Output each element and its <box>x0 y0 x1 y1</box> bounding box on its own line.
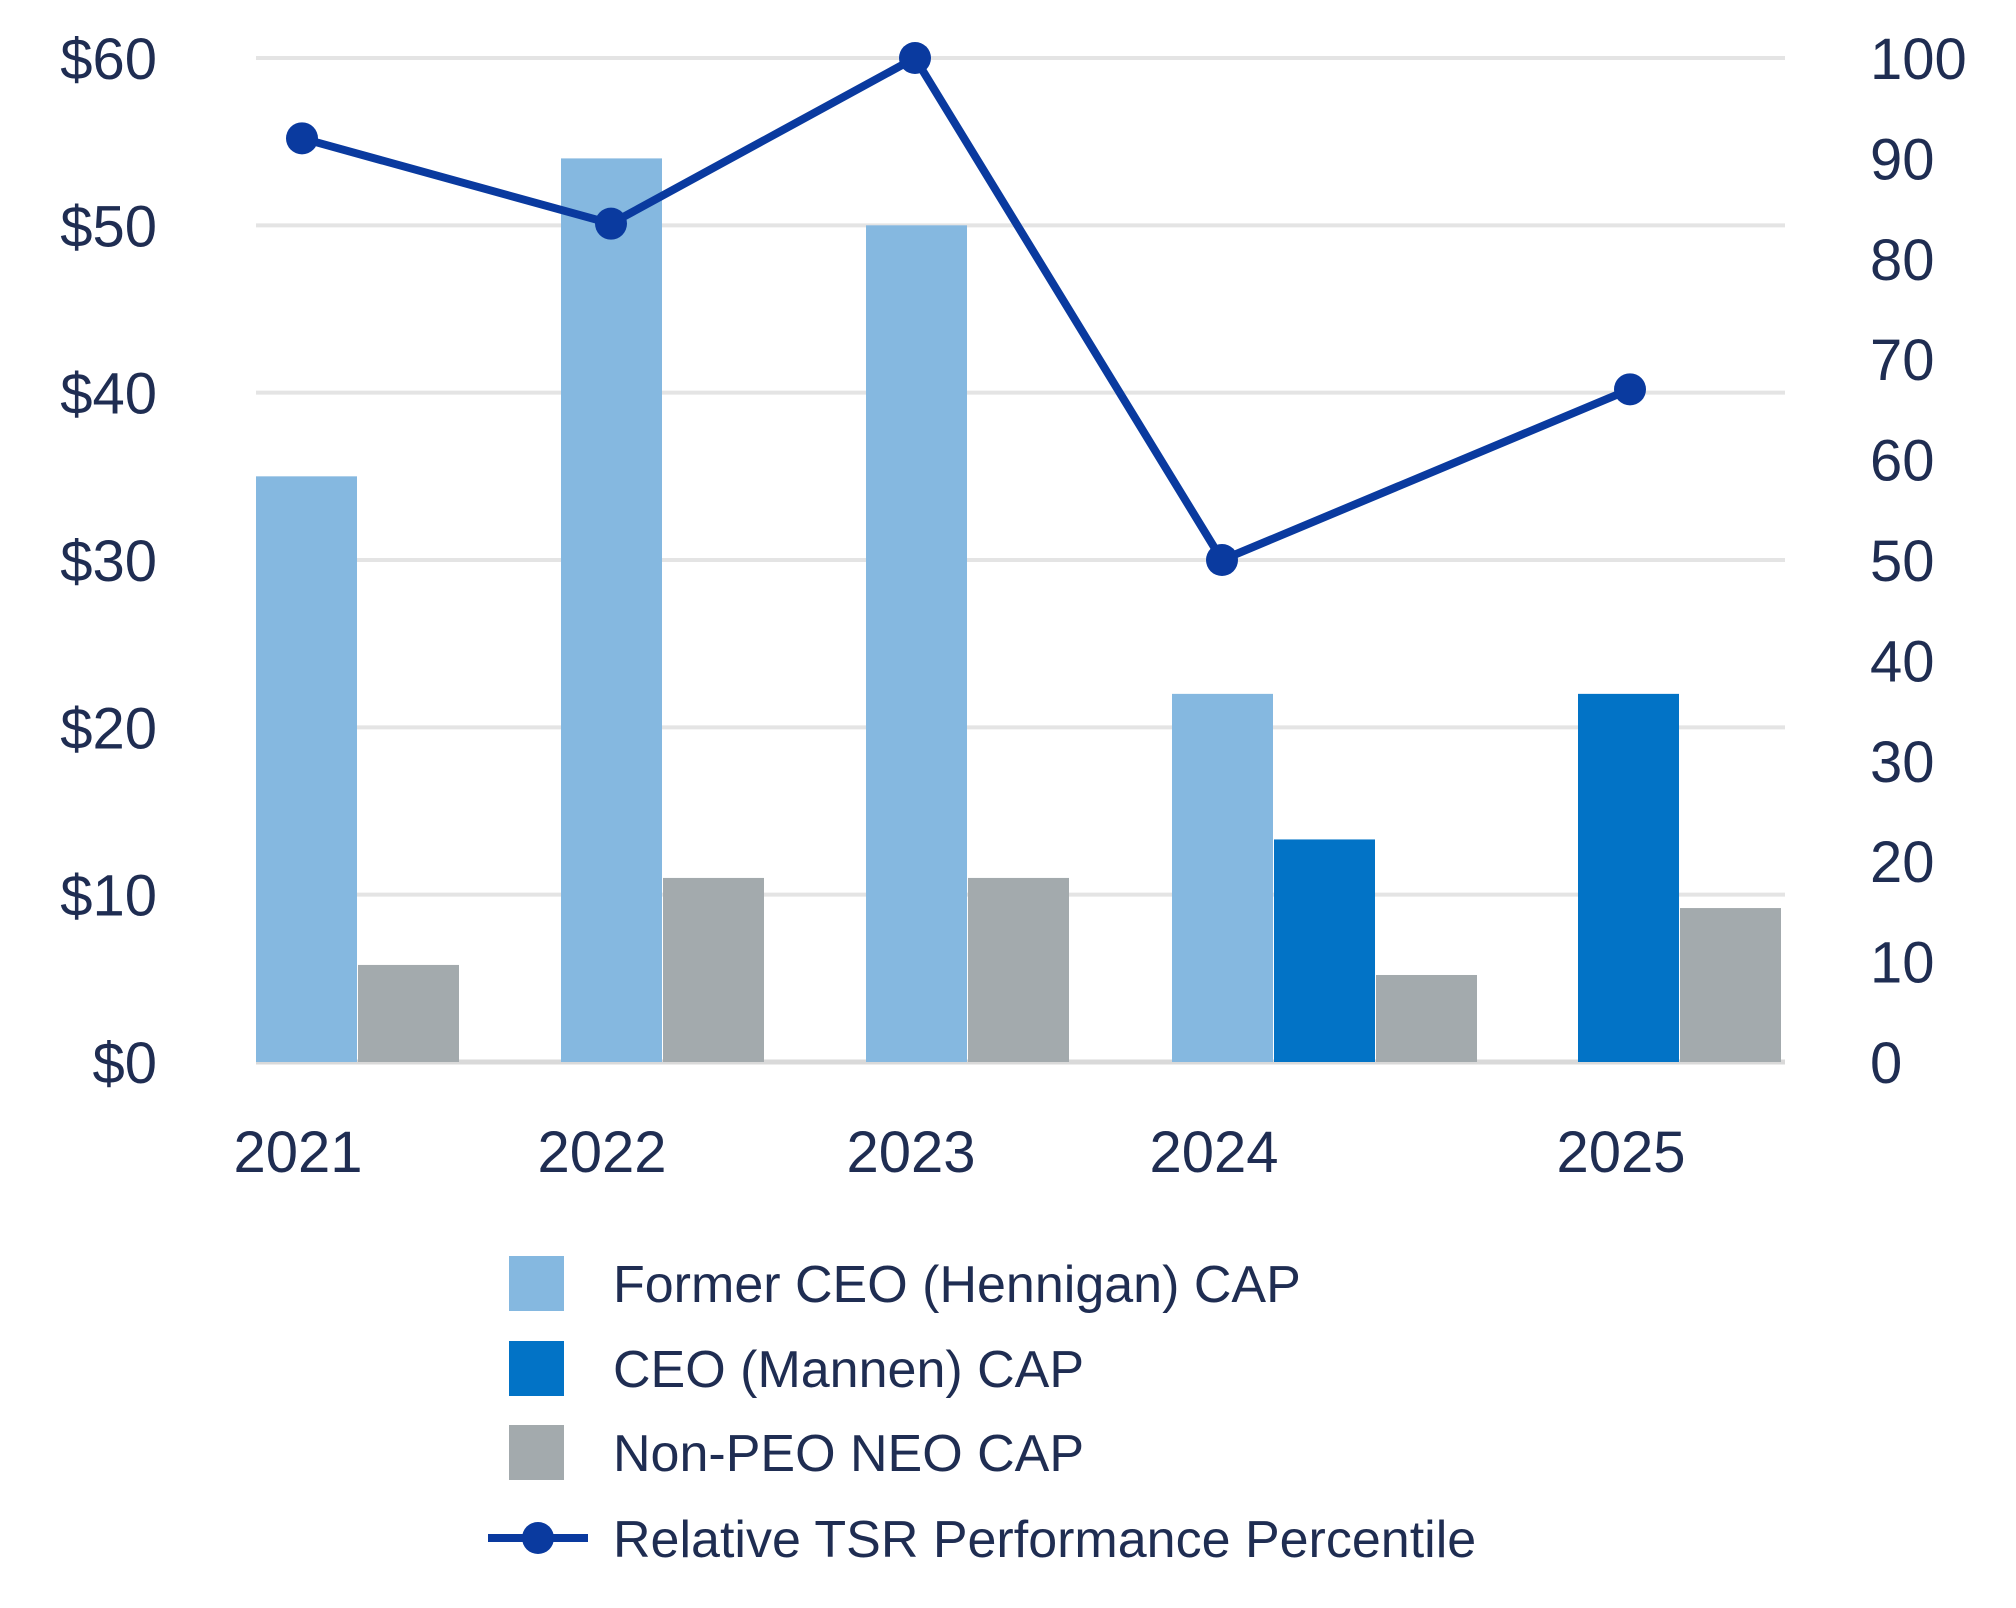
bar-former-ceo-hennigan-cap-2024 <box>1172 693 1273 1062</box>
bar-non-peo-neo-cap-2024 <box>1376 974 1477 1062</box>
y-tick-label: $0 <box>92 1031 157 1096</box>
y2-tick-label: 20 <box>1870 830 1935 895</box>
bar-ceo-mannen-cap-2025 <box>1578 693 1679 1062</box>
bar-former-ceo-hennigan-cap-2021 <box>256 476 357 1062</box>
y2-tick-label: 50 <box>1870 529 1935 594</box>
y-tick-label: $30 <box>60 529 157 594</box>
bar-former-ceo-hennigan-cap-2022 <box>561 158 662 1062</box>
legend-label: Former CEO (Hennigan) CAP <box>613 1256 1301 1314</box>
bar-non-peo-neo-cap-2021 <box>358 964 459 1062</box>
legend-swatch <box>509 1256 564 1311</box>
y2-tick-label: 0 <box>1870 1031 1902 1096</box>
bar-ceo-mannen-cap-2024 <box>1274 839 1375 1062</box>
legend-swatch <box>509 1425 564 1480</box>
tsr-line <box>286 42 1646 576</box>
y2-tick-label: 90 <box>1870 127 1935 192</box>
bar-former-ceo-hennigan-cap-2023 <box>866 225 967 1063</box>
y2-tick-label: 40 <box>1870 629 1935 694</box>
tsr-point-2025 <box>1614 373 1646 406</box>
y2-tick-label: 100 <box>1870 27 1967 92</box>
x-tick-label: 2025 <box>1556 1120 1685 1185</box>
legend: Former CEO (Hennigan) CAP CEO (Mannen) CA… <box>488 1256 1476 1569</box>
y-tick-label: $60 <box>60 27 157 92</box>
x-tick-label: 2021 <box>233 1120 362 1185</box>
y2-tick-label: 30 <box>1870 730 1935 795</box>
tsr-point-2024 <box>1206 544 1238 576</box>
y-tick-label: $10 <box>60 864 157 929</box>
bars <box>256 158 1781 1063</box>
y2-tick-label: 70 <box>1870 328 1935 393</box>
x-tick-label: 2023 <box>846 1120 975 1185</box>
y-tick-label: $50 <box>60 194 157 259</box>
y2-tick-label: 10 <box>1870 931 1935 996</box>
y-tick-label: $20 <box>60 696 157 761</box>
legend-line-marker <box>522 1522 554 1554</box>
tsr-point-2021 <box>286 122 318 155</box>
y-tick-label: $40 <box>60 362 157 427</box>
legend-swatch <box>509 1341 564 1396</box>
legend-label: CEO (Mannen) CAP <box>613 1341 1084 1399</box>
bar-non-peo-neo-cap-2025 <box>1680 908 1781 1062</box>
x-tick-label: 2022 <box>537 1120 666 1185</box>
legend-label: Non-PEO NEO CAP <box>613 1425 1084 1483</box>
tsr-point-2022 <box>595 207 627 240</box>
y2-tick-label: 60 <box>1870 429 1935 494</box>
y2-tick-label: 80 <box>1870 228 1935 293</box>
bar-non-peo-neo-cap-2023 <box>968 877 1069 1062</box>
tsr-point-2023 <box>899 42 931 74</box>
axes: $0 $10 $20 $30 $40 $50 $60 0 10 20 30 40 50 60 70 80 90 1… <box>60 27 1967 1185</box>
legend-label: Relative TSR Performance Percentile <box>613 1511 1476 1569</box>
bar-non-peo-neo-cap-2022 <box>663 877 764 1062</box>
x-tick-label: 2024 <box>1149 1120 1278 1185</box>
